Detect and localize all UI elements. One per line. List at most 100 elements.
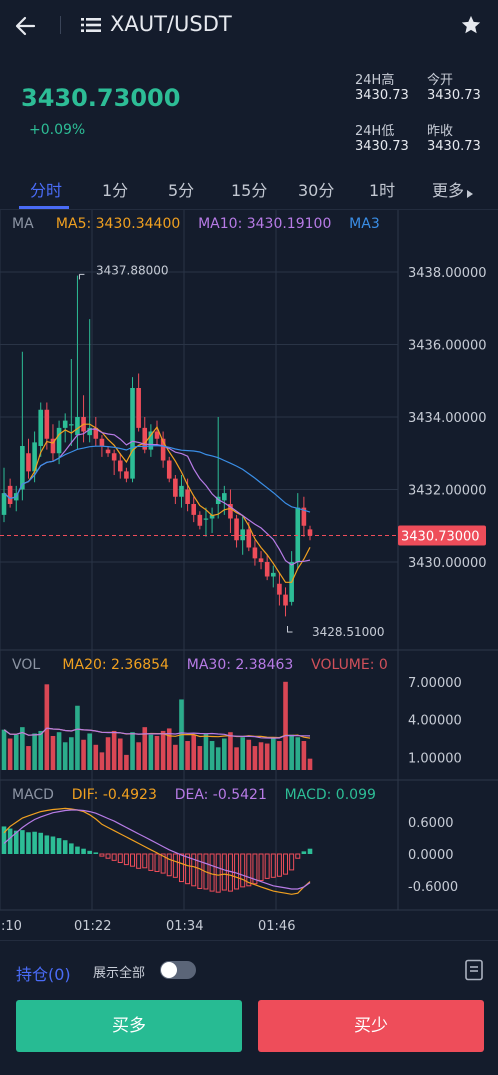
star-icon[interactable] bbox=[460, 14, 482, 36]
volume-bar bbox=[56, 732, 62, 770]
macd-bar bbox=[87, 850, 92, 854]
candle-body bbox=[32, 442, 37, 472]
tab-1hour[interactable]: 1时 bbox=[369, 181, 396, 200]
list-icon[interactable] bbox=[80, 15, 102, 35]
macd-bar bbox=[252, 853, 258, 885]
volume-bar bbox=[93, 744, 99, 770]
candle-body bbox=[56, 427, 62, 454]
volume-legend: VOLUME: 0 bbox=[311, 657, 388, 673]
macd-bar bbox=[160, 853, 166, 874]
tab-30min[interactable]: 30分 bbox=[298, 181, 335, 200]
candle-body bbox=[7, 485, 13, 504]
macd-bar bbox=[111, 853, 117, 861]
macd-bar bbox=[56, 838, 62, 854]
ma5-line bbox=[3, 423, 311, 583]
price-tick-label: 3434.00000 bbox=[408, 411, 487, 426]
volume-bar bbox=[26, 746, 31, 770]
low-marker bbox=[287, 626, 293, 633]
tab-5min[interactable]: 5分 bbox=[168, 181, 195, 200]
candle-body bbox=[301, 507, 307, 526]
volume-bar bbox=[142, 727, 148, 770]
volume-bar bbox=[289, 734, 294, 770]
macd-bar bbox=[32, 831, 37, 854]
macd-bar bbox=[1, 826, 7, 854]
current-price-label: 3430.73000 bbox=[401, 530, 480, 545]
tab-1min[interactable]: 1分 bbox=[102, 181, 129, 200]
vol-ma30-legend: MA30: 2.38463 bbox=[186, 657, 294, 673]
triangle-down-icon bbox=[467, 190, 474, 198]
macd-bar bbox=[246, 853, 252, 887]
volume-bar bbox=[99, 752, 105, 770]
macd-bars bbox=[1, 807, 313, 895]
macd-bar bbox=[276, 853, 282, 877]
volume-bar bbox=[301, 741, 307, 770]
ma5-legend: MA5: 3430.34400 bbox=[55, 216, 181, 232]
buy-short-button[interactable]: 买少 bbox=[258, 1000, 484, 1052]
candle-body bbox=[258, 558, 264, 562]
volume-bar bbox=[307, 758, 313, 770]
volume-bar bbox=[44, 684, 50, 770]
volume-bar bbox=[209, 741, 215, 770]
macd-bar bbox=[81, 848, 86, 854]
macd-bar bbox=[136, 853, 142, 869]
ma10-legend: MA10: 3430.19100 bbox=[198, 216, 332, 232]
bottom-bar: 持仓(0) 展示全部 买多 买少 bbox=[0, 940, 498, 1075]
candle-body bbox=[307, 529, 313, 536]
time-tick-label: 01:46 bbox=[258, 919, 295, 934]
active-tab-indicator bbox=[19, 206, 69, 209]
candle-body bbox=[215, 496, 221, 504]
high-value: 3430.73 bbox=[355, 88, 409, 103]
vol-tick-label: 1.00000 bbox=[408, 751, 462, 766]
volume-bar bbox=[130, 732, 135, 770]
volume-bar bbox=[75, 705, 80, 770]
macd-bar bbox=[7, 828, 13, 854]
candle-body bbox=[26, 453, 31, 472]
positions-tab[interactable]: 持仓(0) bbox=[16, 965, 71, 984]
time-tick-label: 01:22 bbox=[74, 919, 111, 934]
tab-15min[interactable]: 15分 bbox=[231, 181, 268, 200]
document-icon[interactable] bbox=[464, 959, 484, 981]
volume-bar bbox=[234, 747, 239, 770]
candle-body bbox=[87, 427, 92, 436]
candle-body bbox=[283, 594, 288, 606]
candle-body bbox=[209, 514, 215, 519]
macd-bar bbox=[172, 853, 178, 878]
candle-body bbox=[240, 529, 245, 541]
tab-timeline[interactable]: 分时 bbox=[30, 181, 63, 200]
volume-bar bbox=[117, 738, 123, 770]
macd-tick-label: 0.6000 bbox=[408, 816, 454, 831]
vol-tick-label: 7.00000 bbox=[408, 676, 462, 691]
macd-bar bbox=[295, 853, 301, 859]
macd-bar bbox=[99, 853, 105, 857]
high-annotation: 3437.88000 bbox=[96, 263, 169, 277]
vol-legend-name: VOL bbox=[12, 657, 41, 673]
prev-close-label: 昨收 bbox=[427, 124, 454, 139]
candle-body bbox=[62, 420, 68, 428]
volume-bar bbox=[32, 733, 37, 770]
kline-chart[interactable]: 3438.00000 3436.00000 3434.00000 3432.00000… bbox=[0, 210, 498, 940]
candle-body bbox=[185, 489, 190, 504]
volume-bar bbox=[124, 754, 129, 770]
buy-long-button[interactable]: 买多 bbox=[16, 1000, 242, 1052]
show-all-toggle[interactable] bbox=[160, 961, 196, 979]
open-value: 3430.73 bbox=[427, 88, 481, 103]
chart-area[interactable]: 3438.00000 3436.00000 3434.00000 3432.00000… bbox=[0, 210, 498, 940]
volume-bar bbox=[252, 746, 258, 770]
price-tick-label: 3438.00000 bbox=[408, 266, 487, 281]
macd-bar bbox=[130, 853, 136, 867]
pair-title[interactable]: XAUT/USDT bbox=[110, 12, 232, 36]
macd-bar bbox=[148, 853, 154, 871]
tab-more[interactable]: 更多 bbox=[432, 177, 474, 201]
volume-bar bbox=[173, 744, 178, 770]
arrow-left-icon[interactable] bbox=[12, 10, 44, 42]
volume-bar bbox=[1, 729, 7, 770]
volume-bar bbox=[105, 737, 111, 770]
time-tick-label: 01:34 bbox=[166, 919, 203, 934]
volume-bar bbox=[258, 742, 264, 770]
grid-lines bbox=[0, 210, 498, 911]
candle-body bbox=[93, 427, 99, 439]
macd-bar bbox=[20, 830, 25, 854]
ma30-legend: MA3 bbox=[349, 216, 380, 232]
dif-line bbox=[3, 807, 311, 895]
macd-bar bbox=[227, 853, 233, 892]
